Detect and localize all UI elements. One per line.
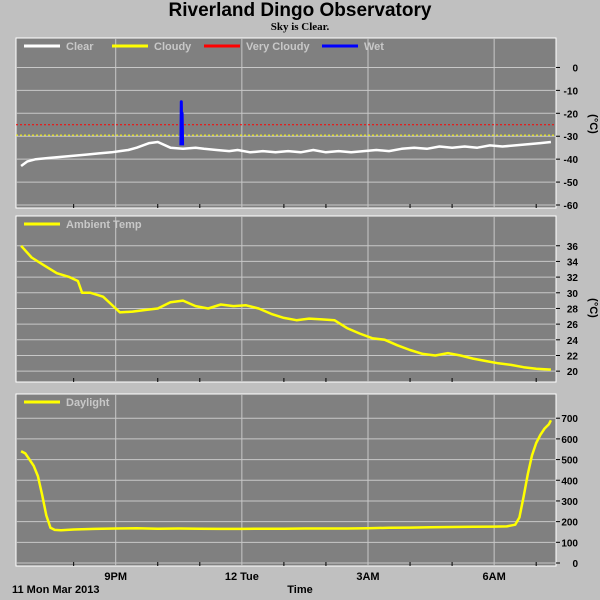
page-title: Riverland Dingo Observatory (168, 0, 432, 21)
y-tick-label: -10 (564, 86, 579, 97)
y-tick-label: -50 (564, 178, 579, 189)
y-tick-label: 500 (561, 456, 578, 467)
y-tick-label: -30 (564, 132, 579, 143)
y-axis-label: (°C) (587, 114, 599, 134)
y-tick-label: 700 (561, 414, 578, 425)
y-tick-label: 32 (567, 273, 579, 284)
y-tick-label: 300 (561, 497, 578, 508)
y-tick-label: 36 (567, 242, 579, 253)
series-line-clear (20, 140, 552, 168)
y-tick-label: 34 (567, 257, 579, 268)
x-tick-label: 12 Tue (225, 571, 259, 583)
panel-background-2 (15, 215, 557, 383)
y-tick-label: -20 (564, 109, 579, 120)
y-tick-label: -60 (564, 201, 579, 212)
legend-label: Very Cloudy (246, 41, 310, 53)
y-tick-label: 22 (567, 351, 579, 362)
legend-label: Clear (66, 41, 94, 53)
y-axis-label: (°C) (587, 298, 599, 318)
y-tick-label: -40 (564, 155, 579, 166)
y-tick-label: 400 (561, 476, 578, 487)
series-line-ambient-temp (20, 244, 551, 371)
x-tick-label: 6AM (483, 571, 506, 583)
panel-background-1 (15, 37, 557, 209)
legend-label: Wet (364, 41, 384, 53)
y-tick-label: 24 (567, 336, 579, 347)
legend-label: Cloudy (154, 41, 192, 53)
series-line-wet (179, 100, 185, 146)
x-axis-title: Time (287, 584, 313, 596)
legend-label: Daylight (66, 397, 110, 409)
y-tick-label: 0 (572, 559, 578, 570)
legend-label: Ambient Temp (66, 219, 142, 231)
y-tick-label: 600 (561, 435, 578, 446)
y-tick-label: 100 (561, 538, 578, 549)
y-tick-label: 200 (561, 518, 578, 529)
y-tick-label: 28 (567, 304, 579, 315)
x-tick-label: 9PM (104, 571, 127, 583)
x-tick-label: 3AM (356, 571, 379, 583)
y-tick-label: 30 (567, 289, 579, 300)
date-label: 11 Mon Mar 2013 (12, 584, 100, 596)
y-tick-label: 0 (572, 63, 578, 74)
series-line-daylight (20, 419, 553, 532)
y-tick-label: 26 (567, 320, 579, 331)
sky-status-subtitle: Sky is Clear. (270, 21, 330, 33)
y-tick-label: 20 (567, 367, 579, 378)
